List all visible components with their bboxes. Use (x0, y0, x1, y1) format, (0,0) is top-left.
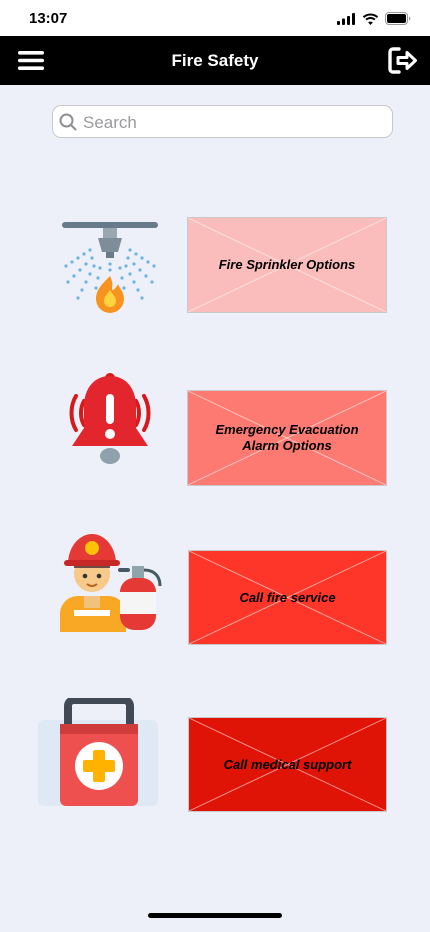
fire-sprinkler-options-button[interactable]: Fire Sprinkler Options (187, 217, 387, 313)
card-label: Fire Sprinkler Options (218, 257, 356, 272)
first-aid-kit-icon (38, 698, 158, 806)
card-label: Call fire service (239, 589, 336, 605)
status-time: 13:07 (29, 10, 68, 27)
search-input[interactable] (81, 106, 385, 139)
logout-button[interactable] (386, 45, 420, 76)
emergency-evacuation-alarm-options-button[interactable]: Emergency Evacuation Alarm Options (187, 390, 387, 486)
search-bar (52, 105, 393, 139)
status-bar: 13:07 (0, 0, 430, 36)
page-title: Fire Safety (171, 51, 259, 70)
placeholder-diagonal (189, 551, 386, 644)
alarm-bell-icon (69, 373, 151, 464)
placeholder-cross (189, 551, 386, 644)
nav-bar: Fire Safety (0, 36, 430, 85)
home-indicator (148, 913, 282, 918)
status-icons (337, 12, 412, 25)
placeholder-cross (189, 718, 386, 811)
menu-button[interactable] (16, 47, 46, 74)
placeholder-diagonal (189, 718, 386, 811)
hamburger-menu-icon (18, 51, 44, 70)
wifi-icon (362, 13, 379, 25)
search-icon (59, 113, 77, 131)
card-label: Emergency Evacuation Alarm Options (215, 422, 359, 453)
placeholder-diagonal (188, 218, 386, 312)
battery-icon (385, 12, 411, 25)
firefighter-icon (60, 534, 162, 632)
fire-sprinkler-icon (62, 222, 158, 313)
call-medical-support-button[interactable]: Call medical support (188, 717, 387, 812)
logout-icon (388, 47, 417, 74)
call-fire-service-button[interactable]: Call fire service (188, 550, 387, 645)
placeholder-cross (188, 391, 386, 485)
placeholder-diagonal (188, 391, 386, 485)
signal-icon (337, 12, 355, 25)
card-label: Call medical support (223, 756, 352, 772)
placeholder-cross (188, 218, 386, 312)
